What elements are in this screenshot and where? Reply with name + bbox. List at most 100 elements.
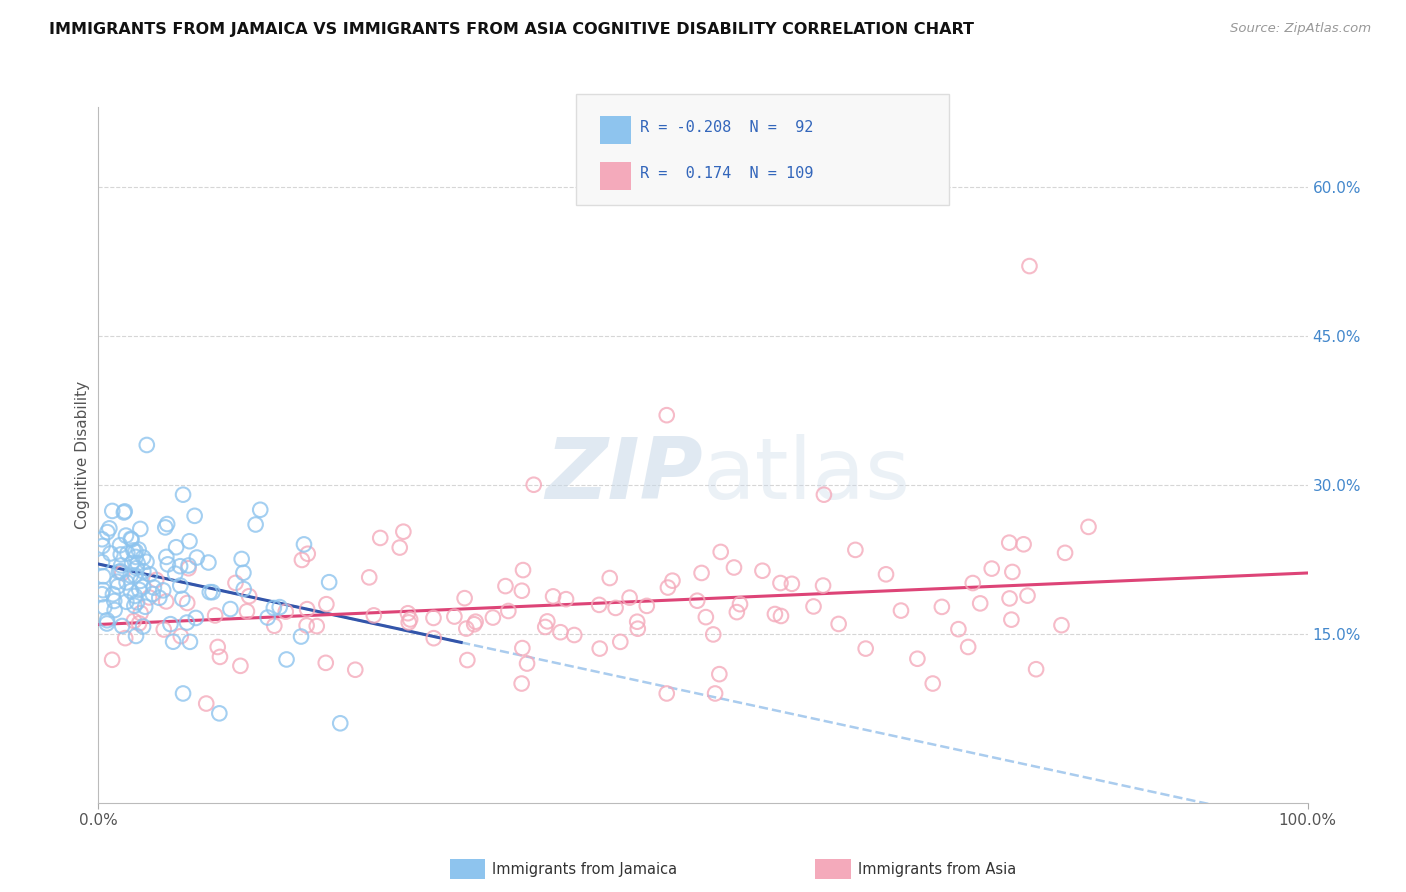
Point — [609, 635, 631, 649]
Point — [138, 591, 160, 605]
Point — [142, 581, 165, 595]
Point — [443, 609, 465, 624]
Point — [219, 602, 242, 616]
Point — [91, 533, 114, 547]
Point — [1050, 618, 1073, 632]
Point — [811, 578, 834, 592]
Point — [263, 619, 285, 633]
Point — [510, 583, 533, 598]
Point — [780, 577, 803, 591]
Point — [998, 535, 1021, 549]
Point — [655, 408, 678, 422]
Point — [169, 578, 191, 592]
Point — [1012, 537, 1035, 551]
Point — [1000, 613, 1022, 627]
Point — [541, 590, 564, 604]
Point — [128, 616, 150, 631]
Point — [292, 537, 315, 551]
Point — [510, 676, 533, 690]
Point — [124, 599, 146, 613]
Point — [96, 525, 118, 540]
Point — [1001, 565, 1024, 579]
Point — [120, 584, 142, 599]
Point — [769, 609, 792, 624]
Point — [422, 631, 444, 645]
Point — [125, 595, 148, 609]
Point — [156, 558, 179, 572]
Point — [201, 585, 224, 599]
Point — [803, 599, 825, 614]
Point — [162, 634, 184, 648]
Point — [125, 561, 148, 575]
Point — [155, 520, 177, 534]
Point — [132, 580, 155, 594]
Point — [110, 548, 132, 562]
Point — [110, 564, 132, 578]
Point — [329, 716, 352, 731]
Point — [125, 549, 148, 564]
Point — [626, 615, 648, 629]
Point — [114, 631, 136, 645]
Point — [256, 610, 278, 624]
Point — [550, 625, 572, 640]
Point — [921, 676, 943, 690]
Point — [155, 594, 177, 608]
Point — [229, 658, 252, 673]
Point — [198, 585, 221, 599]
Point — [132, 619, 155, 633]
Text: Immigrants from Asia: Immigrants from Asia — [858, 863, 1017, 877]
Point — [725, 605, 748, 619]
Point — [101, 653, 124, 667]
Point — [124, 568, 146, 582]
Point — [176, 615, 198, 630]
Point — [263, 601, 285, 615]
Point — [165, 540, 187, 554]
Point — [359, 570, 381, 584]
Point — [1077, 520, 1099, 534]
Point — [120, 568, 142, 582]
Point — [128, 542, 150, 557]
Point — [523, 477, 546, 491]
Point — [204, 608, 226, 623]
Point — [91, 555, 114, 569]
Y-axis label: Cognitive Disability: Cognitive Disability — [75, 381, 90, 529]
Point — [104, 603, 127, 617]
Point — [305, 619, 328, 633]
Text: R = -0.208  N =  92: R = -0.208 N = 92 — [640, 120, 813, 135]
Point — [125, 629, 148, 643]
Point — [969, 596, 991, 610]
Point — [709, 667, 731, 681]
Point — [121, 556, 143, 570]
Point — [844, 542, 866, 557]
Point — [120, 532, 142, 546]
Point — [121, 533, 143, 547]
Point — [91, 569, 114, 583]
Point — [108, 565, 131, 579]
Point — [111, 619, 134, 633]
Point — [135, 555, 157, 569]
Point — [855, 641, 877, 656]
Point — [101, 504, 124, 518]
Text: IMMIGRANTS FROM JAMAICA VS IMMIGRANTS FROM ASIA COGNITIVE DISABILITY CORRELATION: IMMIGRANTS FROM JAMAICA VS IMMIGRANTS FR… — [49, 22, 974, 37]
Point — [464, 615, 486, 629]
Point — [208, 649, 231, 664]
Point — [101, 587, 124, 601]
Point — [176, 596, 198, 610]
Point — [512, 563, 534, 577]
Point — [159, 617, 181, 632]
Point — [197, 556, 219, 570]
Point — [763, 607, 786, 621]
Point — [813, 488, 835, 502]
Point — [980, 561, 1002, 575]
Point — [169, 559, 191, 574]
Point — [170, 629, 193, 643]
Point — [562, 628, 585, 642]
Point — [177, 561, 200, 575]
Point — [723, 560, 745, 574]
Point — [110, 558, 132, 573]
Point — [555, 592, 578, 607]
Point — [112, 505, 135, 519]
Point — [195, 697, 218, 711]
Point — [318, 575, 340, 590]
Point — [129, 522, 152, 536]
